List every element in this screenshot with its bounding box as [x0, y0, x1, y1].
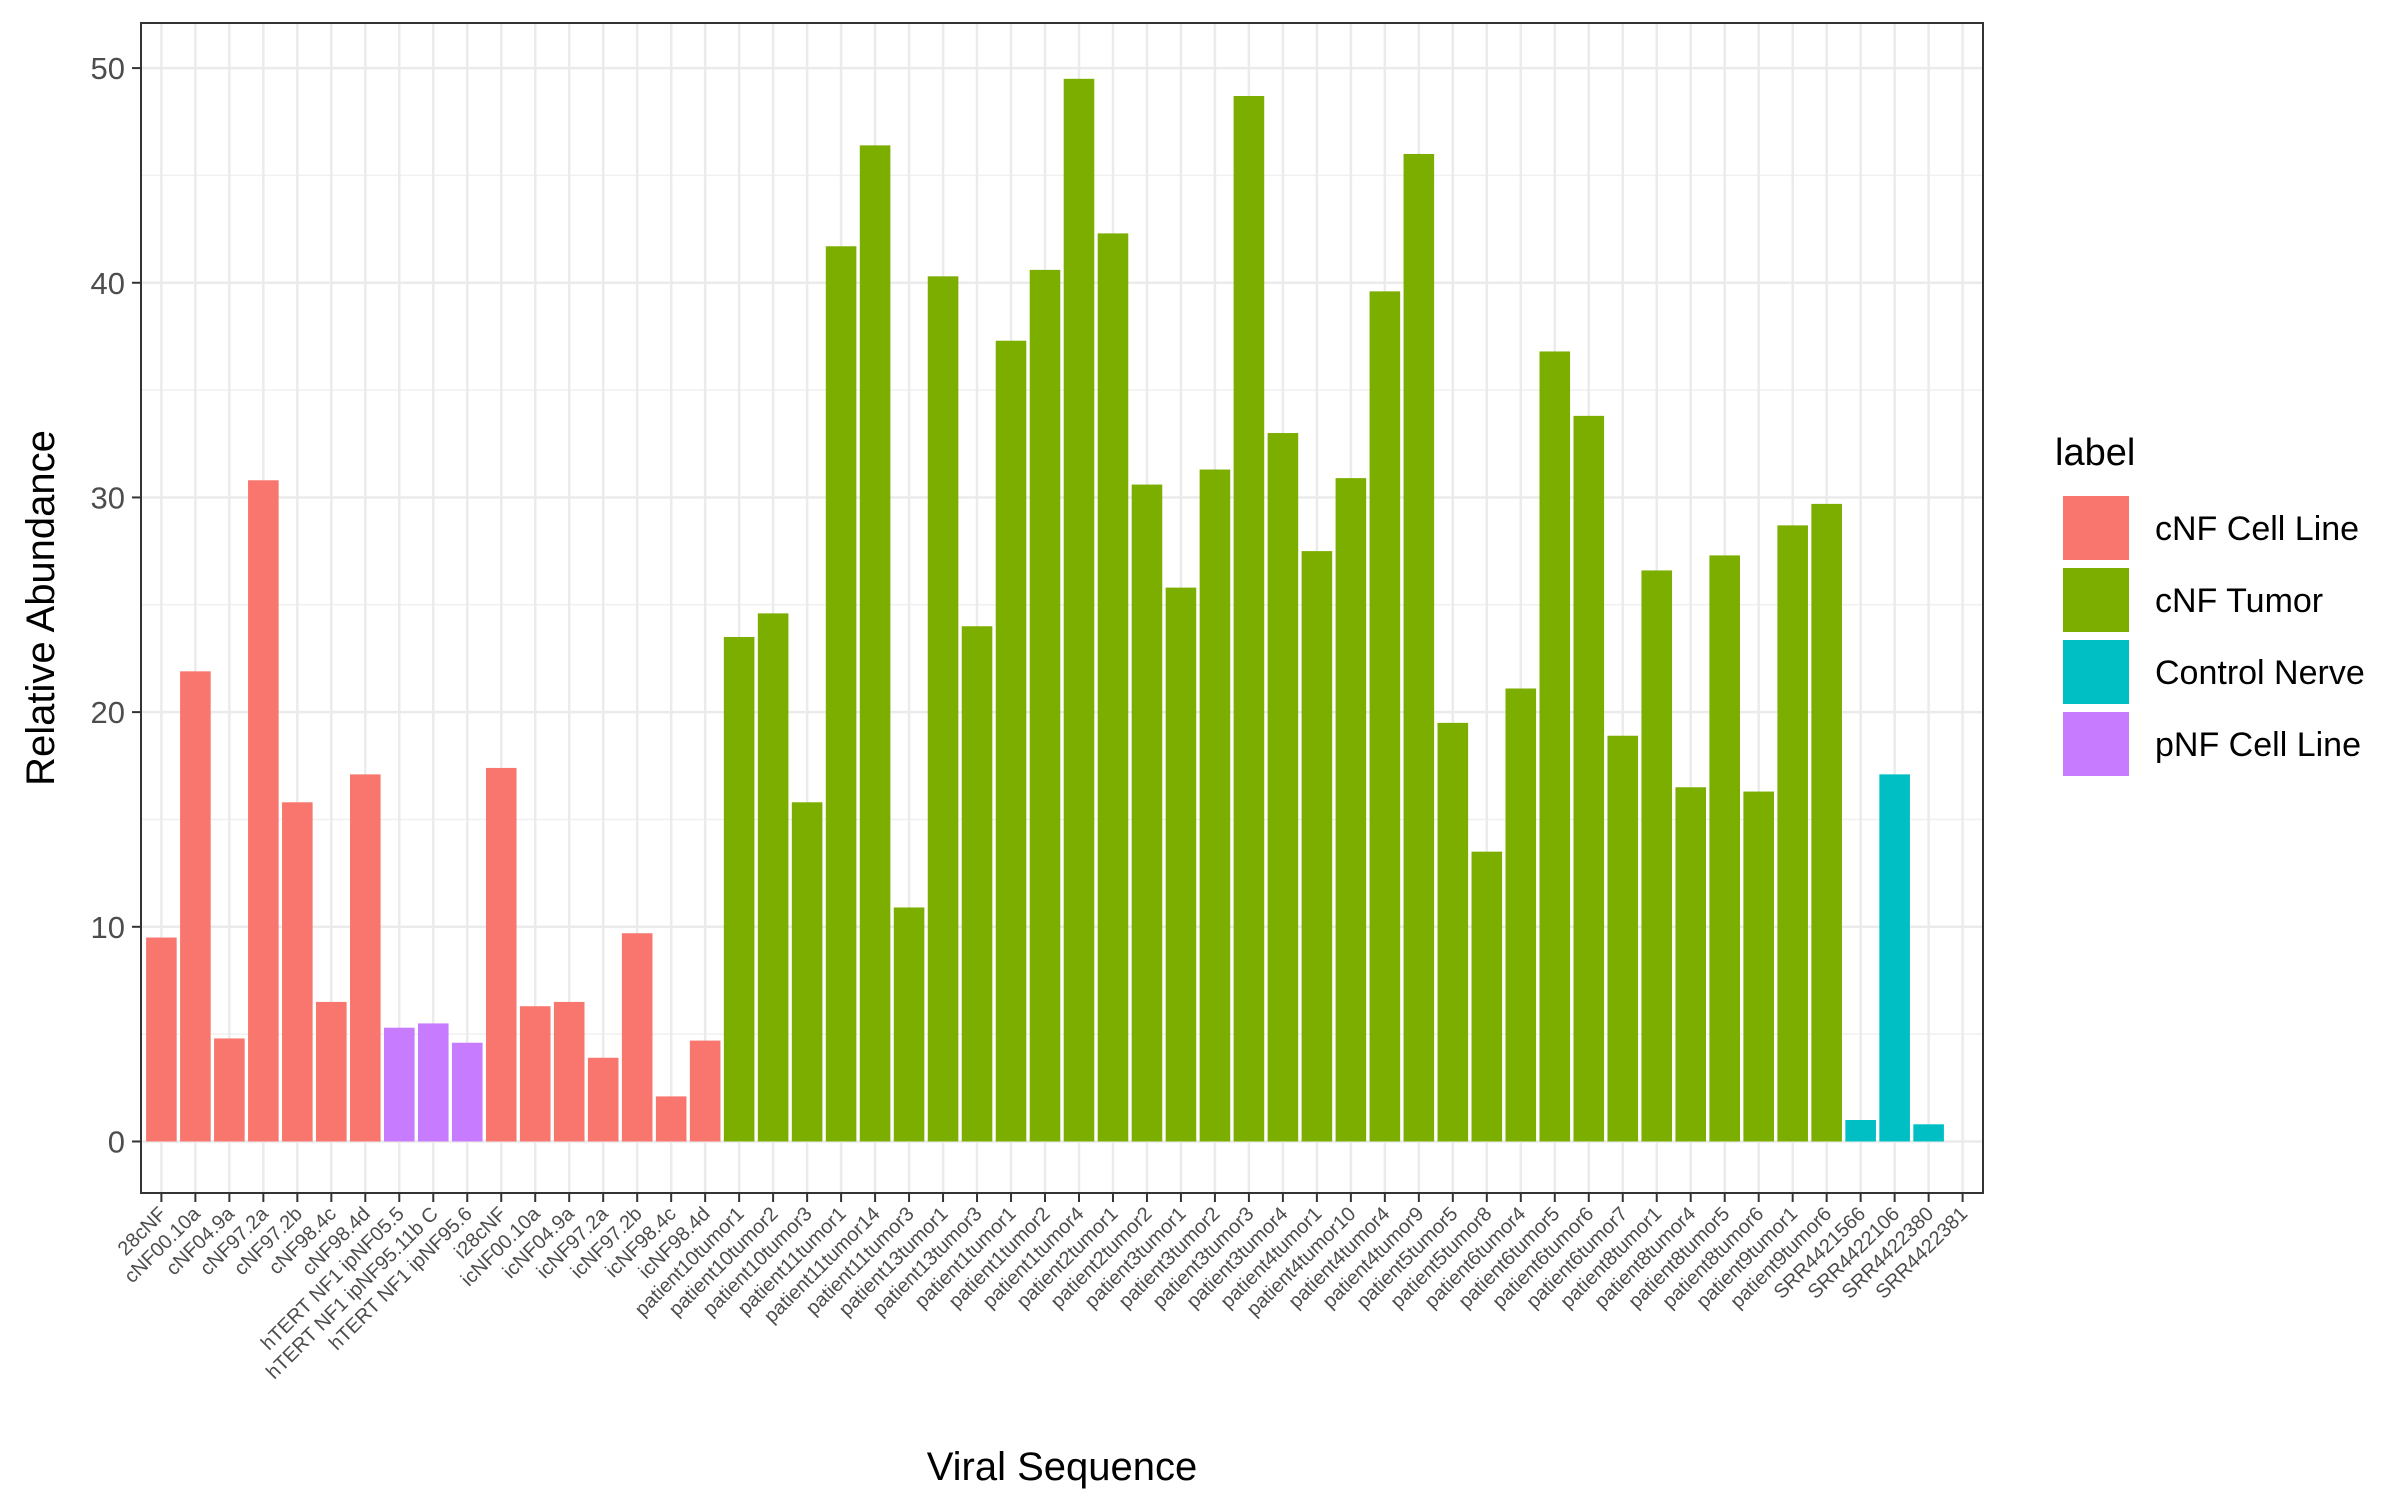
legend-label: cNF Cell Line	[2155, 510, 2359, 548]
bar	[1471, 851, 1503, 1142]
bar	[1199, 469, 1231, 1142]
bar	[1709, 555, 1741, 1142]
bar	[723, 636, 755, 1142]
bar	[282, 802, 313, 1142]
y-tick-label: 30	[91, 480, 125, 515]
y-tick-label: 10	[91, 910, 125, 945]
legend-label: pNF Cell Line	[2155, 726, 2361, 764]
bar	[893, 907, 925, 1142]
bar	[1573, 415, 1605, 1142]
bar	[553, 1001, 585, 1142]
bar	[655, 1096, 687, 1142]
bar	[1505, 688, 1537, 1142]
legend-swatch	[2063, 640, 2129, 704]
bar	[1335, 478, 1367, 1142]
legend-label: cNF Tumor	[2155, 582, 2323, 620]
plot-panel-border	[140, 22, 1984, 1194]
bar	[1131, 484, 1163, 1142]
bar	[1607, 735, 1639, 1142]
y-axis-title: Relative Abundance	[19, 430, 63, 786]
bar	[859, 145, 891, 1142]
bar	[995, 340, 1027, 1142]
bar	[451, 1042, 483, 1142]
bar	[180, 671, 211, 1142]
bar	[621, 933, 653, 1142]
bar	[1029, 269, 1061, 1142]
bar	[1437, 722, 1469, 1142]
bar	[1743, 791, 1774, 1142]
bar	[214, 1038, 245, 1142]
bar	[383, 1027, 415, 1142]
bar	[961, 626, 993, 1142]
y-tick-label: 50	[91, 51, 125, 86]
bar	[1675, 787, 1707, 1142]
y-tick-label: 40	[91, 266, 125, 301]
bar	[1301, 551, 1333, 1142]
bar	[519, 1006, 551, 1142]
bar	[927, 276, 959, 1142]
legend-swatch	[2063, 712, 2129, 776]
bar	[825, 246, 857, 1142]
bar	[587, 1057, 619, 1142]
bar	[689, 1040, 721, 1142]
legend: label cNF Cell Line cNF Tumor Control Nerv…	[2055, 432, 2365, 776]
bar	[1879, 774, 1910, 1142]
bar	[1845, 1120, 1876, 1142]
bar	[316, 1001, 347, 1142]
legend-swatch	[2063, 496, 2129, 560]
bar	[248, 480, 279, 1142]
x-axis-title: Viral Sequence	[927, 1445, 1198, 1489]
legend-swatch	[2063, 568, 2129, 632]
bar	[1267, 433, 1299, 1142]
bar	[1233, 95, 1265, 1142]
bar	[1097, 233, 1129, 1142]
bar	[1165, 587, 1197, 1142]
bar	[757, 613, 789, 1142]
bar	[1913, 1124, 1944, 1142]
bar	[1369, 291, 1401, 1142]
bar	[1539, 351, 1571, 1142]
bar	[485, 767, 517, 1142]
bar	[350, 774, 381, 1142]
bar	[1777, 525, 1808, 1142]
y-tick-label: 20	[91, 695, 125, 730]
bar	[791, 802, 823, 1142]
legend-title: label	[2055, 432, 2135, 474]
bar	[1641, 570, 1673, 1142]
bar	[417, 1023, 449, 1142]
bar	[1403, 153, 1435, 1142]
bar	[1063, 78, 1095, 1142]
bar	[1811, 503, 1842, 1142]
bar	[146, 937, 177, 1142]
y-tick-label: 0	[108, 1124, 125, 1159]
legend-label: Control Nerve	[2155, 654, 2365, 692]
